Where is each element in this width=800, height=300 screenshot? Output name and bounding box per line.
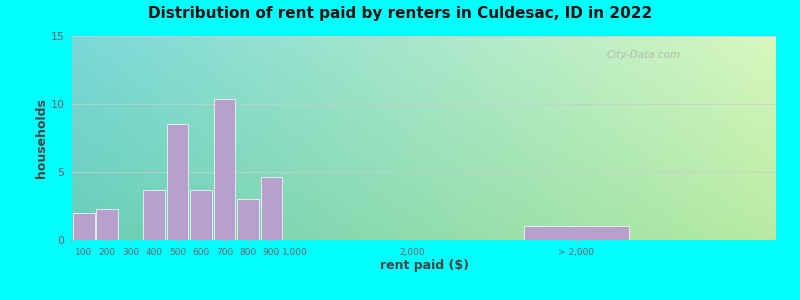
Bar bbox=[73, 213, 94, 240]
Bar bbox=[97, 209, 118, 240]
Bar bbox=[214, 99, 235, 240]
X-axis label: rent paid ($): rent paid ($) bbox=[379, 260, 469, 272]
Y-axis label: households: households bbox=[34, 98, 47, 178]
Bar bbox=[167, 124, 188, 240]
Bar bbox=[524, 226, 630, 240]
Text: Distribution of rent paid by renters in Culdesac, ID in 2022: Distribution of rent paid by renters in … bbox=[148, 6, 652, 21]
Text: City-Data.com: City-Data.com bbox=[607, 50, 681, 60]
Bar bbox=[143, 190, 165, 240]
Bar bbox=[190, 190, 212, 240]
Bar bbox=[261, 177, 282, 240]
Bar bbox=[238, 199, 258, 240]
